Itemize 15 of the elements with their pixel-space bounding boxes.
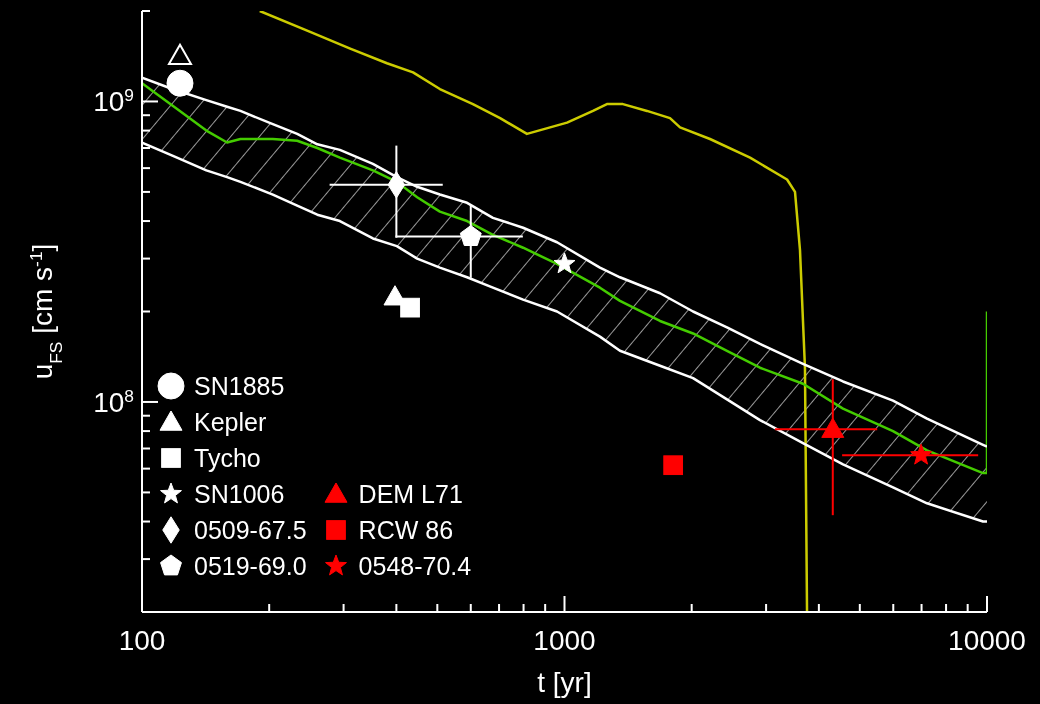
x-tick-label: 100: [118, 625, 166, 656]
legend-label: SN1006: [194, 479, 285, 509]
legend-label: 0548-70.4: [358, 551, 472, 581]
y-tick-label: 10$^{8}$: [93, 385, 134, 418]
x-axis-title: t [yr]: [537, 667, 592, 698]
legend-label: 0519-69.0: [194, 551, 307, 581]
legend-label: DEM L71: [358, 479, 463, 509]
legend-label: Tycho: [194, 443, 261, 473]
y-tick-label: 10$^{9}$: [93, 85, 134, 118]
x-tick-label: 10000: [948, 625, 1026, 656]
legend-label: Kepler: [194, 407, 267, 437]
legend-label: 0509-67.5: [194, 515, 307, 545]
legend-label: RCW 86: [358, 515, 454, 545]
x-tick-label: 1000: [533, 625, 596, 656]
legend-label: SN1885: [194, 371, 285, 401]
